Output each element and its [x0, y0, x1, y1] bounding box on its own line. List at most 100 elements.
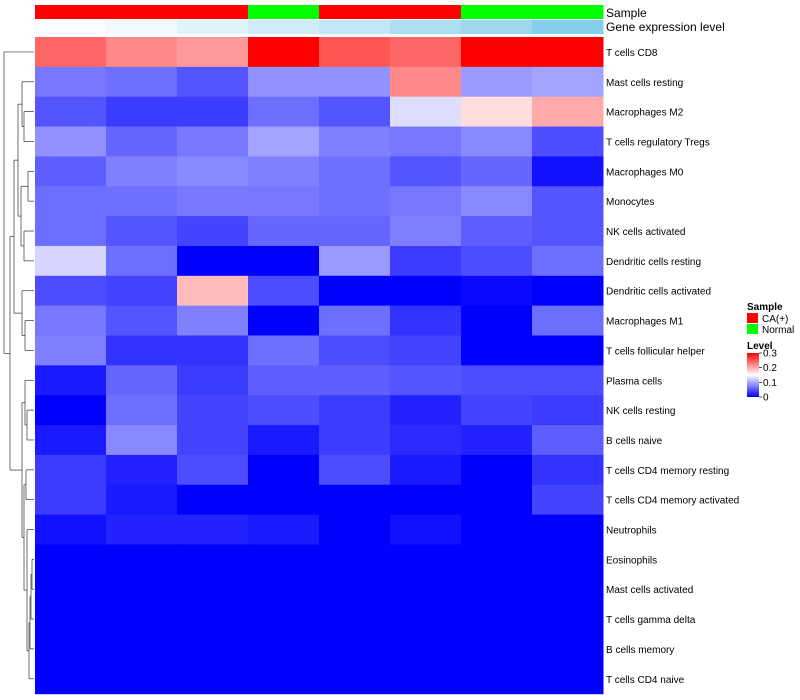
- heatmap-cell: [319, 544, 391, 575]
- heatmap-cell: [461, 96, 533, 128]
- legend-level-tick-label: 0: [763, 393, 769, 404]
- sample-annotation-cell: [177, 5, 249, 19]
- sample-annotation-cell: [248, 5, 320, 19]
- heatmap-cell: [35, 305, 107, 336]
- heatmap-cell: [106, 305, 178, 336]
- sample-annotation-cell: [461, 5, 533, 19]
- heatmap-cell: [461, 514, 533, 545]
- heatmap-cell: [35, 365, 107, 396]
- heatmap-cell: [532, 604, 604, 635]
- row-label: Mast cells activated: [606, 585, 693, 596]
- heatmap-cell: [248, 663, 320, 695]
- heatmap-cell: [35, 96, 107, 128]
- heatmap-cell: [461, 37, 533, 68]
- row-label: Macrophages M2: [606, 108, 684, 119]
- sample-annotation-cell: [532, 5, 604, 19]
- heatmap-cell: [532, 305, 604, 336]
- heatmap-cell: [35, 663, 107, 695]
- row-label: NK cells activated: [606, 227, 685, 238]
- legend-sample-label: Normal: [762, 325, 794, 336]
- heatmap-cell: [248, 335, 320, 366]
- heatmap-cell: [106, 484, 178, 516]
- heatmap-cell: [177, 335, 249, 366]
- heatmap-cell: [248, 604, 320, 635]
- heatmap-cell: [248, 37, 320, 68]
- heatmap-cell: [35, 604, 107, 635]
- heatmap-cell: [177, 245, 249, 277]
- heatmap-cell: [532, 335, 604, 366]
- heatmap-cell: [177, 663, 249, 695]
- row-label: Monocytes: [606, 197, 654, 208]
- heatmap-cell: [390, 37, 462, 68]
- heatmap-cell: [532, 96, 604, 128]
- row-label: Dendritic cells activated: [606, 287, 711, 298]
- heatmap-cell: [461, 395, 533, 426]
- heatmap-cell: [319, 514, 391, 545]
- heatmap-cell: [461, 216, 533, 247]
- heatmap-cell: [461, 275, 533, 307]
- heatmap-cell: [532, 126, 604, 157]
- heatmap-cell: [177, 156, 249, 187]
- heatmap-cell: [177, 96, 249, 128]
- heatmap-cell: [106, 365, 178, 396]
- heatmap-cell: [177, 634, 249, 665]
- heatmap-cell: [35, 37, 107, 68]
- heatmap-cell: [177, 365, 249, 396]
- heatmap-cell: [177, 484, 249, 516]
- heatmap-cell: [461, 454, 533, 486]
- heatmap-cell: [106, 37, 178, 68]
- heatmap-cell: [177, 275, 249, 307]
- heatmap-cells: [35, 37, 604, 695]
- sample-annotation-cell: [106, 5, 178, 19]
- heatmap-cell: [248, 395, 320, 426]
- heatmap-cell: [319, 574, 391, 605]
- row-label: NK cells resting: [606, 406, 675, 417]
- heatmap-cell: [532, 66, 604, 98]
- heatmap-cell: [390, 186, 462, 217]
- heatmap-cell: [177, 514, 249, 545]
- sample-annotation-cell: [390, 5, 462, 19]
- expression-track-label: Gene expression level: [606, 20, 725, 34]
- legend-level-tick-label: 0.3: [763, 349, 777, 360]
- heatmap-cell: [319, 365, 391, 396]
- heatmap-cell: [319, 395, 391, 426]
- legend-level-tick-label: 0.2: [763, 363, 777, 374]
- heatmap-cell: [532, 37, 604, 68]
- heatmap-cell: [248, 126, 320, 157]
- heatmap-cell: [248, 216, 320, 247]
- row-label: T cells regulatory Tregs: [606, 137, 710, 148]
- heatmap-cell: [532, 663, 604, 695]
- heatmap-cell: [177, 544, 249, 575]
- heatmap-cell: [106, 454, 178, 486]
- heatmap-cell: [461, 574, 533, 605]
- heatmap-cell: [35, 126, 107, 157]
- heatmap-cell: [248, 365, 320, 396]
- heatmap-cell: [461, 245, 533, 277]
- heatmap-cell: [177, 305, 249, 336]
- heatmap-cell: [106, 335, 178, 366]
- heatmap-cell: [106, 126, 178, 157]
- heatmap-cell: [532, 275, 604, 307]
- expression-annotation-cell: [35, 20, 107, 34]
- row-labels: T cells CD8 Mast cells resting Macrophages…: [606, 48, 739, 686]
- heatmap-cell: [461, 305, 533, 336]
- heatmap-cell: [390, 66, 462, 98]
- heatmap-cell: [461, 156, 533, 187]
- heatmap-cell: [106, 96, 178, 128]
- heatmap-cell: [390, 454, 462, 486]
- heatmap-cell: [461, 126, 533, 157]
- row-label: T cells CD8: [606, 48, 658, 59]
- heatmap-cell: [106, 544, 178, 575]
- heatmap-cell: [177, 395, 249, 426]
- legend-level-tick-label: 0.1: [763, 378, 777, 389]
- heatmap-cell: [35, 454, 107, 486]
- heatmap-cell: [532, 186, 604, 217]
- heatmap-cell: [177, 186, 249, 217]
- heatmap-cell: [390, 216, 462, 247]
- heatmap-cell: [106, 216, 178, 247]
- heatmap-cell: [319, 66, 391, 98]
- expression-annotation-cell: [461, 20, 533, 34]
- heatmap-cell: [35, 574, 107, 605]
- heatmap-cell: [319, 305, 391, 336]
- expression-annotation-cell: [390, 20, 462, 34]
